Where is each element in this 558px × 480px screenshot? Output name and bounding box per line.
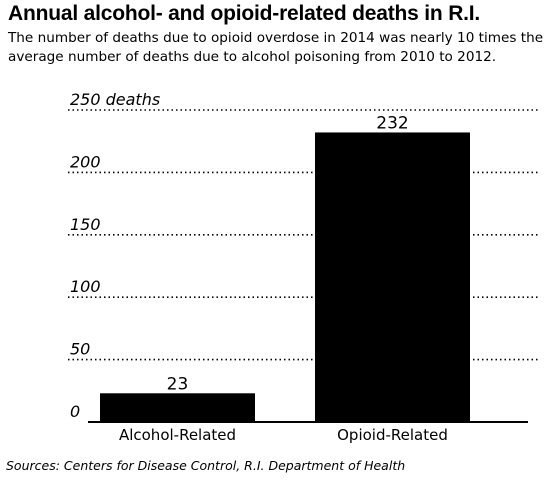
chart-subtitle: The number of deaths due to opioid overd… (8, 30, 544, 65)
bar-value-label: 232 (376, 113, 408, 133)
x-category-label: Alcohol-Related (119, 426, 236, 444)
bar-value-label: 23 (167, 374, 189, 394)
bar-chart: 0 50 100 150 200 250 deaths 23 Alcohol-Related 2… (68, 90, 538, 444)
chart-title: Annual alcohol- and opioid-related death… (8, 2, 481, 25)
y-tick-label: 150 (70, 215, 101, 234)
y-tick-label: 0 (70, 402, 80, 421)
x-category-label: Opioid-Related (337, 426, 448, 444)
bar (315, 132, 470, 423)
y-tick-label: 200 (70, 152, 101, 171)
y-tick-label: 50 (70, 340, 90, 359)
y-tick-label: 250 deaths (70, 90, 160, 109)
bar (100, 393, 255, 422)
source-note: Sources: Centers for Disease Control, R.… (6, 458, 406, 473)
y-tick-label: 100 (70, 277, 101, 296)
